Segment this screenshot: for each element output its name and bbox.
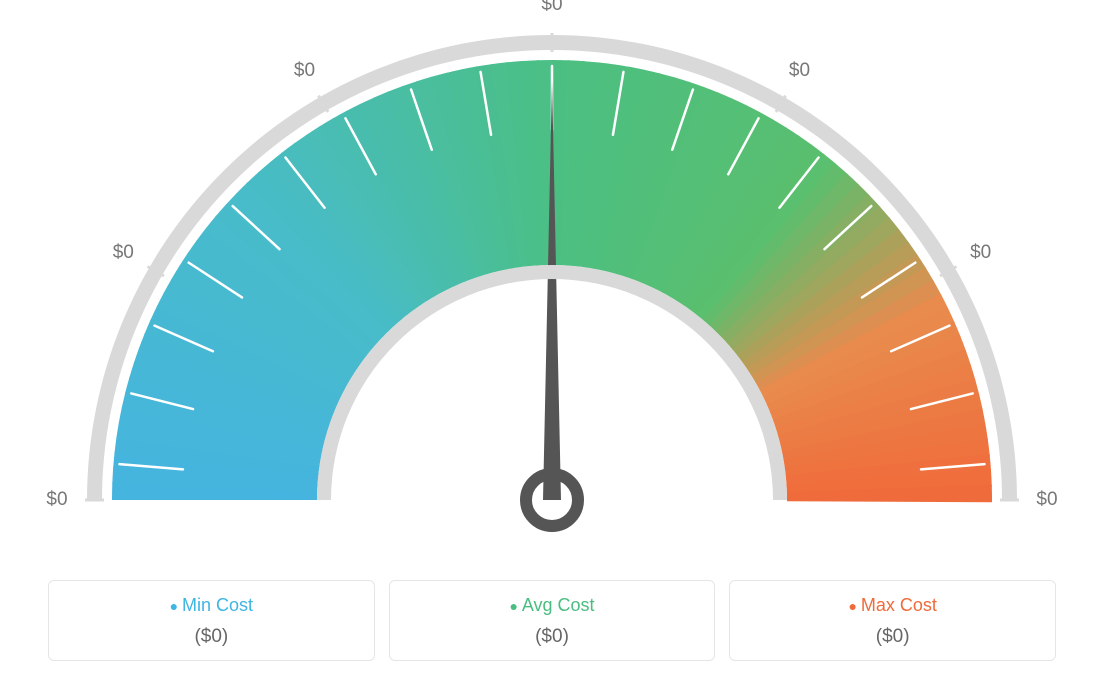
scale-label: $0 [789,60,810,82]
gauge-svg [0,0,1104,570]
scale-label: $0 [970,242,991,264]
scale-label: $0 [46,489,67,511]
gauge-chart: $0 $0 $0 $0 $0 $0 $0 [0,0,1104,570]
legend-label-max: Max Cost [730,595,1055,616]
scale-label: $0 [113,242,134,264]
legend-value-max: ($0) [730,626,1055,648]
legend-value-min: ($0) [49,626,374,648]
legend-card-min: Min Cost ($0) [48,580,375,661]
scale-label: $0 [1036,489,1057,511]
legend-label-min: Min Cost [49,595,374,616]
legend-label-avg: Avg Cost [390,595,715,616]
legend-card-avg: Avg Cost ($0) [389,580,716,661]
legend-value-avg: ($0) [390,626,715,648]
scale-label: $0 [541,0,562,16]
legend-row: Min Cost ($0) Avg Cost ($0) Max Cost ($0… [48,580,1056,661]
scale-label: $0 [294,60,315,82]
legend-card-max: Max Cost ($0) [729,580,1056,661]
